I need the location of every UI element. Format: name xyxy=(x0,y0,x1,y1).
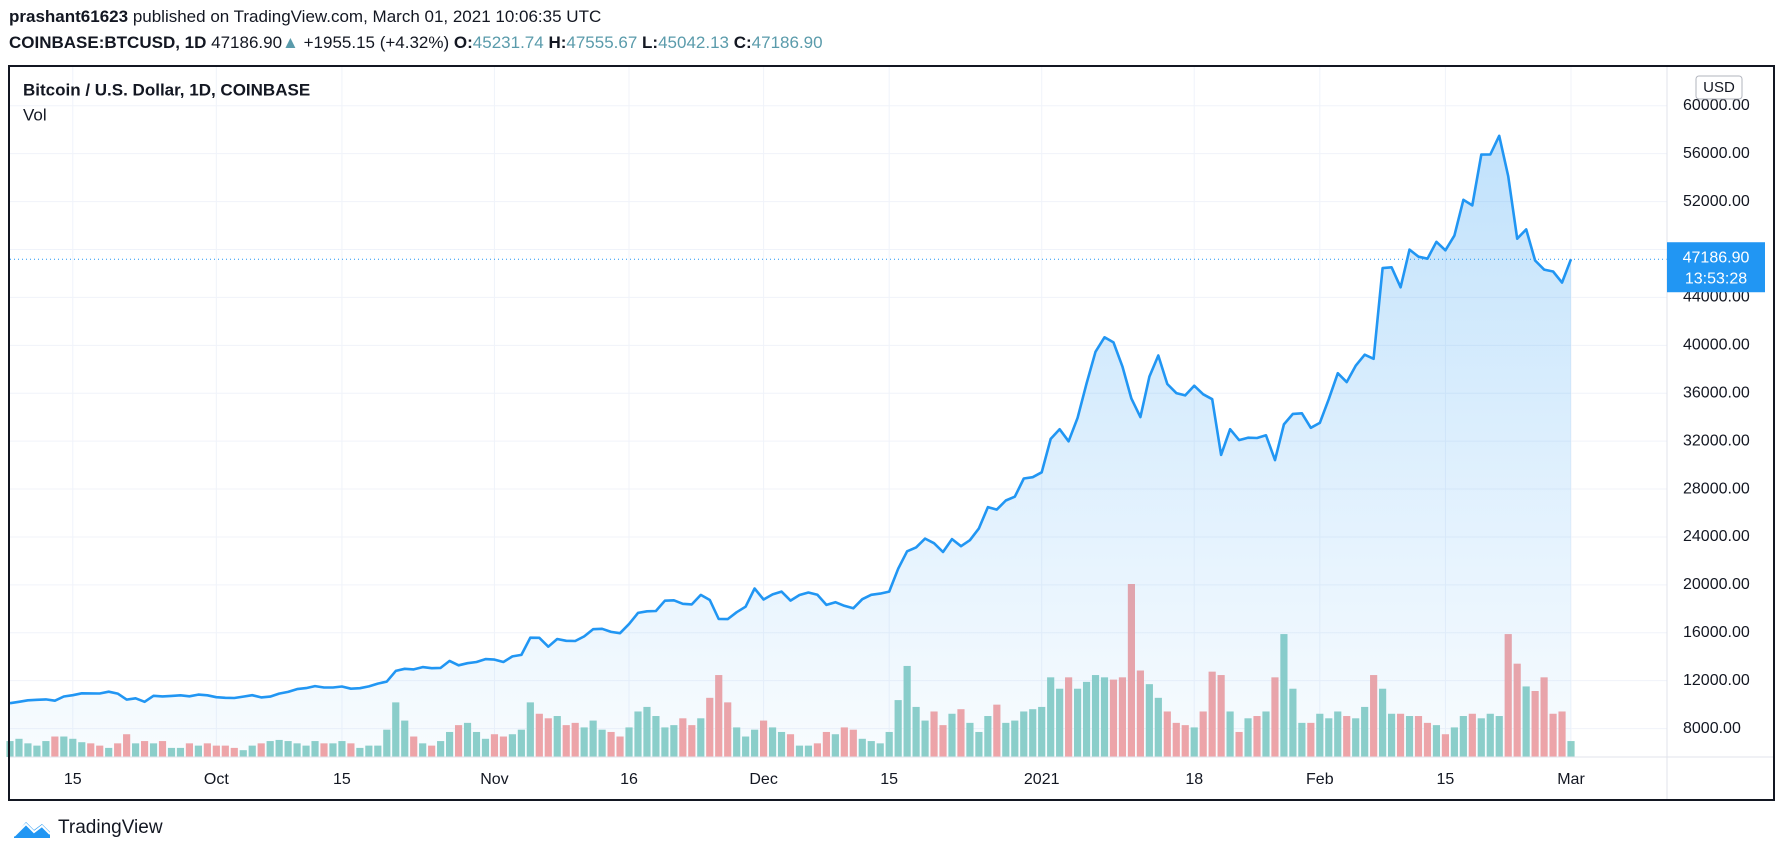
currency-box xyxy=(1695,75,1743,100)
y-tick-label: 8000.00 xyxy=(1683,720,1741,737)
x-tick-label: Mar xyxy=(1557,771,1585,788)
author: prashant61623 xyxy=(9,7,129,26)
published: published on TradingView.com, March 01, … xyxy=(132,7,602,26)
x-tick-label: 2021 xyxy=(1024,771,1060,788)
y-tick-label: 20000.00 xyxy=(1683,576,1750,593)
c-label: C: xyxy=(733,33,752,52)
x-tick-label: Nov xyxy=(480,771,508,788)
x-tick-label: 15 xyxy=(64,771,82,788)
x-tick-label: Dec xyxy=(749,771,777,788)
high: 47555.67 xyxy=(566,33,638,52)
x-tick-label: Feb xyxy=(1306,771,1334,788)
footer: TradingView xyxy=(12,816,163,840)
y-tick-label: 16000.00 xyxy=(1683,624,1750,641)
currency: USD xyxy=(1703,79,1735,96)
brand: TradingView xyxy=(58,817,163,838)
symbol-line: COINBASE:BTCUSD, 1D 47186.90▲ +1955.15 (… xyxy=(9,33,823,53)
price-pane xyxy=(9,134,1667,758)
h-label: H: xyxy=(548,33,567,52)
open: 45231.74 xyxy=(472,33,544,52)
x-tick-label: Oct xyxy=(204,771,229,788)
y-tick-label: 12000.00 xyxy=(1683,672,1750,689)
arrow: ▲ xyxy=(282,33,299,52)
x-tick-label: 15 xyxy=(333,771,351,788)
o-label: O: xyxy=(453,33,473,52)
volume-label: Vol xyxy=(23,105,47,124)
x-tick-label: 15 xyxy=(880,771,898,788)
y-tick-label: 28000.00 xyxy=(1683,480,1750,497)
change: +1955.15 (+4.32%) xyxy=(303,33,450,52)
chart-title: Bitcoin / U.S. Dollar, 1D, COINBASE xyxy=(23,80,310,99)
y-tick-label: 56000.00 xyxy=(1683,145,1750,162)
x-tick-label: 15 xyxy=(1437,771,1455,788)
x-tick-label: 16 xyxy=(620,771,638,788)
x-tick-label: 18 xyxy=(1185,771,1203,788)
y-tick-label: 32000.00 xyxy=(1683,432,1750,449)
y-tick-label: 40000.00 xyxy=(1683,337,1750,354)
countdown: 13:53:28 xyxy=(1685,270,1747,287)
low: 45042.13 xyxy=(658,33,729,52)
last-price-box xyxy=(1667,242,1765,293)
l-label: L: xyxy=(642,33,659,52)
y-tick-label: 44000.00 xyxy=(1683,289,1750,306)
y-tick-label: 60000.00 xyxy=(1683,97,1750,114)
symbol: COINBASE:BTCUSD, 1D xyxy=(9,33,207,52)
y-tick-label: 36000.00 xyxy=(1683,384,1750,401)
axes: 8000.00 12000.00 16000.00 20000.00 24000.00 2… xyxy=(64,97,1765,788)
close: 47186.90 xyxy=(751,33,823,52)
last: 47186.90 xyxy=(211,33,283,52)
y-tick-label: 52000.00 xyxy=(1683,193,1750,210)
chart-border xyxy=(8,65,1775,801)
price-line xyxy=(9,134,1573,705)
area-fill xyxy=(10,135,1572,758)
logo xyxy=(13,822,51,838)
y-tick-label: 24000.00 xyxy=(1683,528,1750,545)
last-price-label: 47186.90 xyxy=(1683,249,1750,266)
publish-line: prashant61623 published on TradingView.c… xyxy=(9,7,601,27)
chart: 8000.00 12000.00 16000.00 20000.00 24000.00 2… xyxy=(6,65,1775,801)
